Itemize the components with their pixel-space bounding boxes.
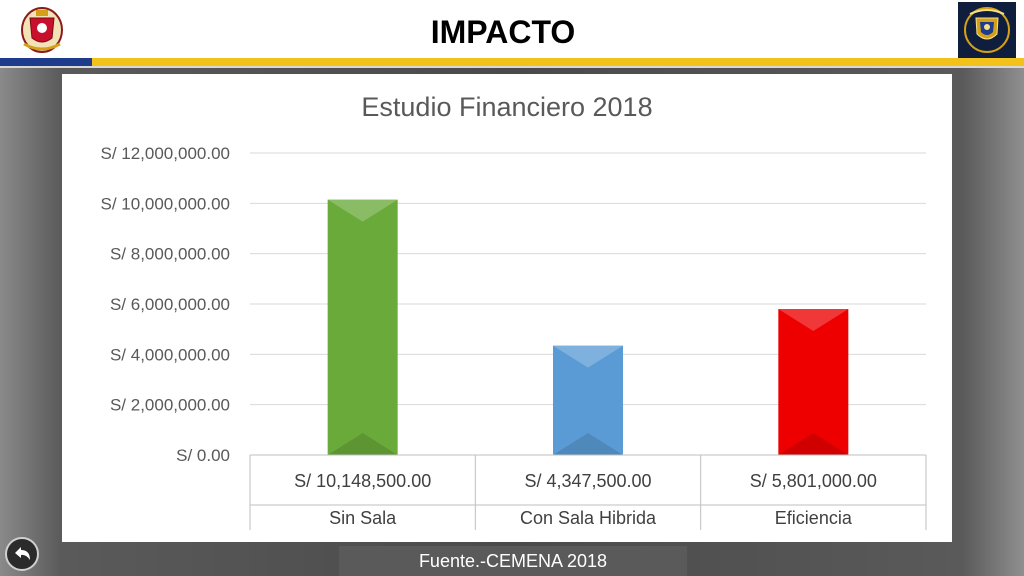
y-tick-label: S/ 2,000,000.00 (110, 396, 230, 415)
header-band-blue (0, 58, 92, 66)
bar-shadow (327, 433, 398, 455)
y-tick-label: S/ 4,000,000.00 (110, 345, 230, 364)
y-tick-label: S/ 10,000,000.00 (100, 194, 230, 213)
x-category-label: Eficiencia (775, 508, 853, 528)
back-button[interactable] (5, 537, 39, 571)
bar (553, 345, 623, 455)
data-label: S/ 10,148,500.00 (294, 471, 431, 491)
bar-highlight (327, 199, 398, 222)
y-tick-label: S/ 8,000,000.00 (110, 245, 230, 264)
data-label: S/ 5,801,000.00 (750, 471, 877, 491)
bar-highlight (778, 309, 849, 332)
slide-title: IMPACTO (430, 14, 576, 50)
chart-panel (62, 74, 952, 542)
y-tick-label: S/ 6,000,000.00 (110, 295, 230, 314)
bar (778, 309, 849, 455)
y-tick-label: S/ 0.00 (176, 446, 230, 465)
header-bar: IMPACTO (0, 0, 1024, 58)
bar-shadow (778, 433, 849, 455)
bar (327, 199, 398, 455)
header-divider (0, 66, 1024, 68)
bar-shadow (553, 433, 623, 455)
header-band-gold (92, 58, 1024, 66)
x-category-label: Sin Sala (329, 508, 397, 528)
y-tick-label: S/ 12,000,000.00 (100, 144, 230, 163)
navy-shield-crest-icon (958, 2, 1016, 58)
data-label: S/ 4,347,500.00 (524, 471, 651, 491)
back-arrow-icon (15, 547, 30, 560)
source-caption: Fuente.-CEMENA 2018 (339, 546, 687, 576)
chart-title: Estudio Financiero 2018 (361, 92, 653, 122)
x-category-label: Con Sala Hibrida (520, 508, 657, 528)
bar-highlight (553, 345, 623, 368)
naval-school-crest-icon (14, 4, 70, 56)
